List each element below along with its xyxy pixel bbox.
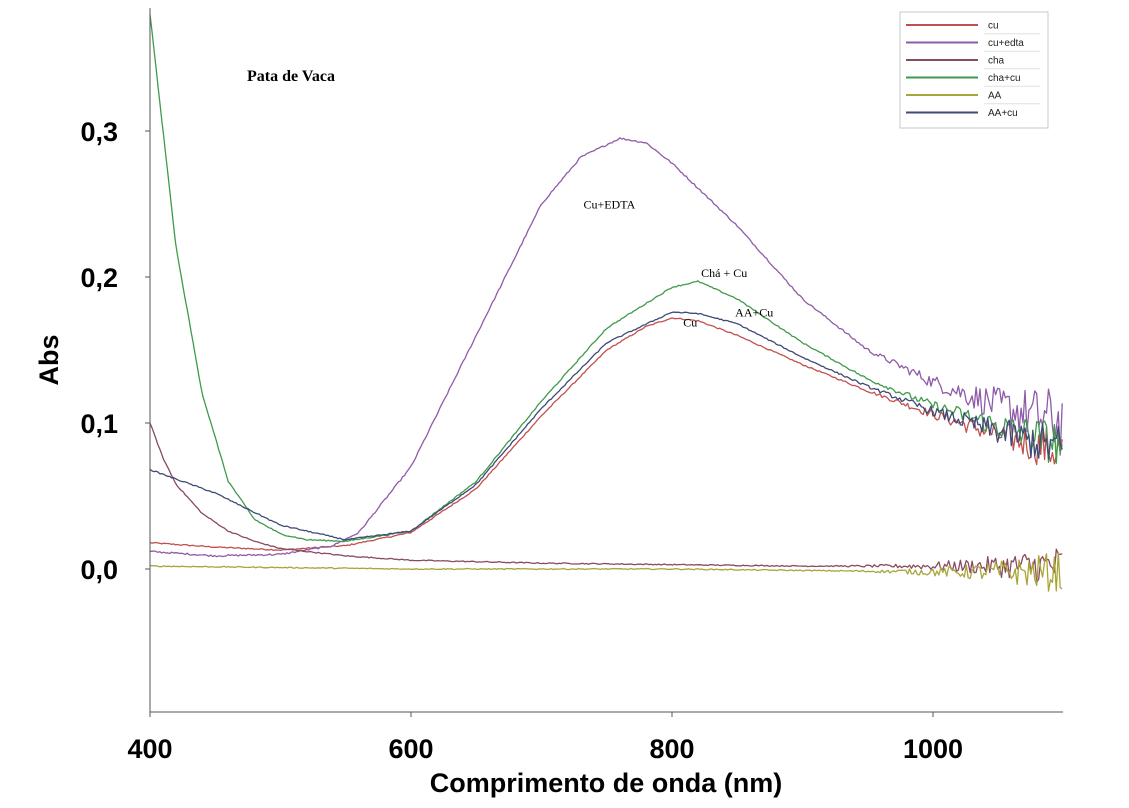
y-tick-label: 0,0 bbox=[80, 555, 118, 585]
legend: cu cu+edta cha cha+cu AA AA+cu bbox=[899, 11, 1049, 129]
x-axis-label: Comprimento de onda (nm) bbox=[430, 768, 783, 798]
legend-label-cha: cha bbox=[988, 56, 1005, 67]
legend-label-chacu: cha+cu bbox=[988, 73, 1021, 84]
x-tick-label: 800 bbox=[649, 734, 694, 764]
y-tick-label: 0,3 bbox=[80, 117, 118, 147]
legend-label-aacu: AA+cu bbox=[988, 108, 1018, 119]
y-axis-label: Abs bbox=[34, 334, 64, 385]
series-line-cu bbox=[149, 317, 1063, 551]
series-line-aa bbox=[149, 551, 1063, 592]
y-tick-label: 0,1 bbox=[80, 409, 118, 439]
annotation-label: Chá + Cu bbox=[701, 266, 747, 280]
annotation-layer: Cu+EDTA Chá + Cu AA+Cu Cu bbox=[583, 197, 773, 329]
annotation-label: AA+Cu bbox=[735, 305, 773, 319]
series-line-cha bbox=[149, 423, 1063, 584]
x-tick-label: 1000 bbox=[903, 734, 963, 764]
chart-title: Pata de Vaca bbox=[247, 68, 335, 85]
legend-box bbox=[899, 11, 1049, 129]
x-tick-label: 400 bbox=[127, 734, 172, 764]
series-layer bbox=[149, 14, 1063, 592]
y-tick-label: 0,2 bbox=[80, 263, 118, 293]
annotation-label: Cu bbox=[683, 316, 697, 330]
legend-label-cu: cu bbox=[988, 21, 999, 32]
y-tick-group: 0,0 0,1 0,2 0,3 bbox=[80, 117, 150, 585]
x-tick-group: 400 600 800 1000 bbox=[127, 712, 963, 764]
x-tick-label: 600 bbox=[388, 734, 433, 764]
annotation-label: Cu+EDTA bbox=[583, 197, 635, 211]
plot-area bbox=[149, 14, 1063, 592]
series-line-aacu bbox=[149, 311, 1063, 541]
legend-label-cuedta: cu+edta bbox=[988, 38, 1024, 49]
series-line-chacu bbox=[149, 14, 1063, 543]
legend-label-aa: AA bbox=[988, 91, 1002, 102]
